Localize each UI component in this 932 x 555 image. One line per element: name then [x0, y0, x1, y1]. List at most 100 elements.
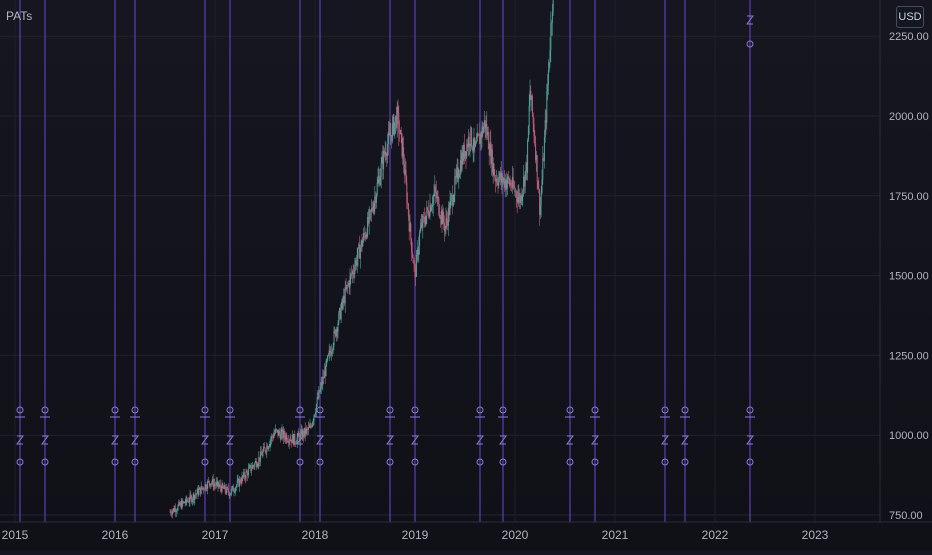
candle-body — [224, 485, 226, 492]
candle-body — [331, 351, 333, 355]
candle-body — [524, 171, 526, 187]
candle-body — [200, 486, 202, 494]
x-tick-label: 2017 — [202, 528, 229, 542]
candle-body — [451, 194, 453, 198]
candle-body — [189, 494, 191, 502]
candle-body — [481, 126, 483, 139]
candle-body — [546, 91, 548, 123]
x-tick-label: 2018 — [302, 528, 329, 542]
candle-body — [507, 176, 509, 180]
candle-body — [315, 412, 317, 415]
candle-body — [281, 429, 283, 433]
symbol-title: PATs — [6, 9, 33, 23]
candle-body — [459, 173, 461, 177]
candle-body — [329, 350, 331, 353]
candle-body — [403, 147, 405, 164]
candle-body — [201, 486, 203, 489]
candle-body — [514, 187, 516, 192]
event-marker-icon — [476, 458, 484, 466]
candle-body — [405, 169, 407, 183]
candle-body — [382, 156, 384, 170]
candle-body — [279, 430, 281, 434]
candle-body — [443, 223, 445, 232]
currency-button[interactable]: USD — [896, 6, 924, 28]
candle-body — [271, 435, 273, 440]
candle-body — [341, 299, 343, 309]
candle-body — [452, 201, 454, 206]
candle-body — [373, 203, 375, 212]
event-marker-icon — [746, 435, 754, 445]
candle-body — [443, 211, 445, 224]
candle-body — [215, 482, 217, 486]
candle-body — [545, 120, 547, 123]
candle-body — [223, 486, 225, 489]
candle-body — [477, 134, 479, 136]
candle-body — [243, 472, 245, 477]
candle-body — [376, 182, 378, 195]
candle-body — [215, 484, 217, 486]
y-tick-label: 2250.00 — [889, 31, 929, 43]
candle-body — [440, 211, 442, 220]
candle-body — [537, 181, 539, 189]
candle-body — [191, 499, 193, 502]
candle-body — [499, 172, 501, 179]
candle-body — [195, 493, 197, 495]
candle-body — [308, 427, 310, 428]
candle-body — [469, 144, 471, 146]
candle-body — [343, 295, 345, 304]
candle-body — [529, 90, 531, 106]
candle-body — [421, 222, 423, 228]
candle-body — [415, 268, 417, 277]
candle-body — [397, 106, 399, 114]
candle-body — [431, 207, 433, 211]
event-marker-icon — [316, 406, 324, 414]
event-marker-icon — [591, 406, 599, 414]
candle-body — [479, 134, 481, 144]
candle-body — [476, 134, 478, 142]
candle-body — [435, 191, 437, 199]
candle-body — [484, 120, 486, 129]
candle-body — [462, 152, 464, 161]
candle-body — [323, 370, 325, 379]
candle-body — [463, 144, 465, 159]
candle-body — [551, 22, 553, 24]
candle-body — [266, 445, 268, 453]
event-marker-icon — [681, 458, 689, 466]
candle-body — [412, 256, 414, 264]
candle-body — [297, 432, 299, 438]
y-tick-label: 1750.00 — [889, 191, 929, 203]
candle-body — [253, 465, 255, 467]
candle-body — [423, 216, 425, 223]
candle-body — [446, 218, 448, 221]
event-marker-icon — [201, 435, 209, 445]
candle-body — [391, 123, 393, 142]
candle-body — [379, 176, 381, 185]
candle-body — [175, 510, 177, 513]
candle-body — [544, 120, 546, 138]
candle-body — [222, 483, 224, 487]
candle-body — [288, 440, 290, 443]
candle-body — [179, 501, 181, 506]
candle-body — [418, 245, 420, 256]
candle-body — [299, 433, 301, 441]
candle-body — [225, 491, 227, 493]
candle-body — [268, 446, 270, 448]
candle-body — [411, 238, 413, 253]
candle-body — [287, 441, 289, 443]
candle-body — [475, 142, 477, 147]
candle-body — [178, 501, 180, 506]
candle-body — [364, 234, 366, 238]
event-marker-icon — [746, 40, 754, 48]
candle-body — [437, 196, 439, 199]
candle-body — [419, 226, 421, 233]
candle-body — [367, 216, 369, 237]
event-marker-icon — [661, 406, 669, 414]
candle-body — [386, 155, 388, 157]
candle-body — [350, 273, 352, 276]
candle-body — [502, 180, 504, 183]
candle-body — [179, 502, 181, 506]
candle-body — [471, 147, 473, 151]
candle-body — [425, 215, 427, 225]
candle-body — [273, 434, 275, 438]
